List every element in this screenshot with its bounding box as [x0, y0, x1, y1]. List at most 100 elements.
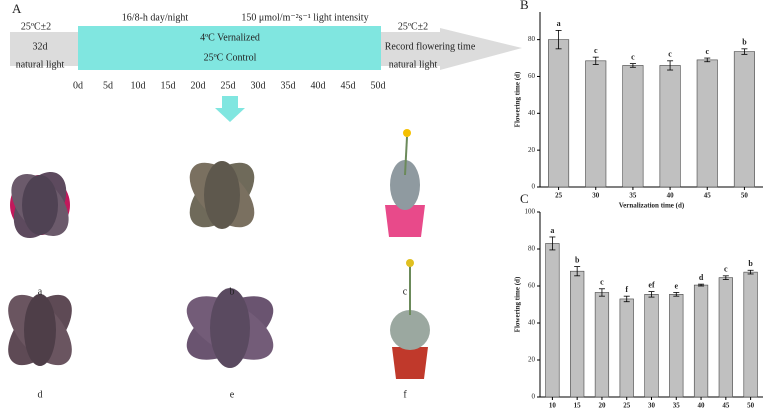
- significance-letter: b: [742, 38, 747, 47]
- plant-photo: [390, 259, 430, 379]
- significance-letter: f: [625, 285, 628, 294]
- error-bar: [555, 30, 562, 50]
- bar: [619, 298, 634, 398]
- x-tick-label: 45: [704, 192, 712, 200]
- bar: [585, 60, 607, 188]
- error-bar: [741, 48, 748, 55]
- plant-photo: [385, 129, 425, 237]
- y-tick-label: 40: [528, 109, 536, 117]
- plant-photo: [189, 161, 255, 229]
- day-label: 20d: [191, 80, 206, 91]
- significance-letter: a: [557, 19, 561, 28]
- x-tick-label: 25: [623, 402, 631, 408]
- significance-letter: c: [594, 46, 598, 55]
- day-label: 40d: [311, 80, 326, 91]
- significance-letter: b: [748, 259, 753, 268]
- error-bar: [598, 288, 605, 297]
- significance-letter: c: [631, 52, 635, 61]
- bar: [594, 292, 610, 398]
- error-bar: [574, 266, 581, 277]
- x-axis-title: Vernalization time (d): [619, 202, 685, 210]
- day-label: 15d: [161, 80, 176, 91]
- x-tick-label: 45: [722, 402, 730, 408]
- x-tick-label: 10: [549, 402, 557, 408]
- error-bar: [629, 63, 636, 68]
- bar: [659, 65, 681, 188]
- bar: [733, 51, 755, 188]
- text: 16/8-h day/night: [122, 12, 189, 23]
- bar: [570, 270, 585, 398]
- y-tick-label: 100: [525, 208, 536, 216]
- y-tick-label: 60: [528, 72, 536, 80]
- panel-label: B: [520, 0, 529, 12]
- x-tick-label: 15: [574, 402, 582, 408]
- panel-label: A: [12, 1, 22, 16]
- plant-photo: [10, 171, 70, 239]
- down-arrow: [215, 96, 245, 122]
- y-tick-label: 0: [532, 393, 536, 401]
- significance-letter: d: [699, 273, 704, 282]
- y-tick-label: 40: [528, 319, 536, 327]
- text: 150 μmol/m⁻²s⁻¹ light intensity: [241, 12, 368, 23]
- significance-letter: b: [575, 255, 580, 264]
- significance-letter: c: [705, 47, 709, 56]
- text: natural light: [389, 59, 438, 70]
- bar: [693, 284, 709, 398]
- day-label: 35d: [281, 80, 296, 91]
- day-label: 10d: [131, 80, 146, 91]
- bar: [718, 277, 733, 398]
- y-axis-title: Flowering time (d): [514, 71, 522, 127]
- photo-label: f: [403, 389, 407, 400]
- error-bar: [722, 275, 729, 280]
- significance-letter: c: [600, 278, 604, 287]
- treatment-box: [78, 26, 381, 70]
- day-label: 30d: [251, 80, 266, 91]
- x-tick-label: 40: [698, 402, 706, 408]
- photo-label: d: [38, 389, 43, 400]
- y-tick-label: 80: [528, 245, 536, 253]
- plant-photo: [8, 294, 72, 366]
- bar: [696, 59, 718, 188]
- error-bar: [549, 236, 556, 251]
- significance-letter: e: [674, 281, 678, 290]
- error-bar: [648, 291, 655, 298]
- y-tick-label: 20: [528, 356, 536, 364]
- photo-label: b: [230, 286, 235, 297]
- significance-letter: c: [724, 265, 728, 274]
- significance-letter: a: [550, 226, 554, 235]
- significance-letter: ef: [648, 280, 655, 289]
- error-bar: [592, 56, 599, 65]
- x-tick-label: 25: [555, 192, 563, 200]
- y-axis-title: Flowering time (d): [514, 276, 522, 332]
- error-bar: [704, 57, 711, 63]
- error-bar: [623, 295, 630, 303]
- bar: [622, 65, 644, 188]
- y-tick-label: 80: [528, 35, 536, 43]
- x-tick-label: 30: [592, 192, 600, 200]
- day-label: 45d: [341, 80, 356, 91]
- y-tick-label: 20: [528, 146, 536, 154]
- day-label: 0d: [73, 80, 83, 91]
- x-tick-label: 35: [629, 192, 637, 200]
- photo-label: e: [230, 389, 235, 400]
- error-bar: [667, 60, 674, 71]
- panel-label: C: [520, 191, 529, 206]
- x-tick-label: 20: [598, 402, 606, 408]
- text: 25ºC±2: [21, 21, 51, 32]
- error-bar: [698, 283, 705, 287]
- x-tick-label: 50: [741, 192, 749, 200]
- bar: [669, 294, 684, 398]
- photo-label: a: [38, 286, 43, 297]
- y-tick-label: 0: [532, 183, 536, 191]
- bar: [545, 243, 560, 398]
- x-tick-label: 50: [747, 402, 755, 408]
- text: Record flowering time: [385, 41, 476, 52]
- bar: [743, 271, 758, 398]
- text: 25ºC±2: [398, 21, 428, 32]
- x-tick-label: 40: [667, 192, 675, 200]
- x-tick-label: 30: [648, 402, 656, 408]
- x-tick-label: 35: [673, 402, 681, 408]
- text: 4ºC Vernalized: [200, 32, 260, 43]
- day-label: 25d: [221, 80, 236, 91]
